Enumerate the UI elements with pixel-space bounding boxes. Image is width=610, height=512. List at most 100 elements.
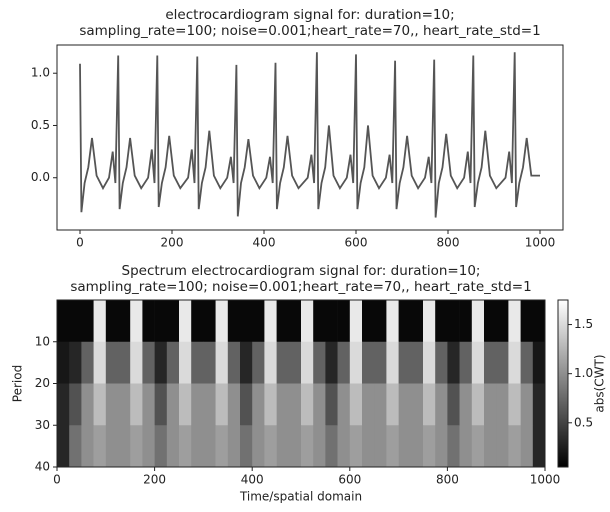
x-tick-label: 0 [76, 236, 84, 250]
x-tick-label: 400 [253, 236, 276, 250]
heat-cell [410, 341, 424, 384]
heat-cell [264, 425, 277, 468]
heat-cell [81, 341, 94, 384]
chart-title: Spectrum electrocardiogram signal for: d… [122, 263, 481, 279]
heat-cell [337, 425, 351, 468]
heat-cell [130, 383, 143, 426]
heat-cell [520, 383, 534, 426]
heat-cell [227, 383, 241, 426]
chart-title: sampling_rate=100; noise=0.001;heart_rat… [70, 279, 531, 295]
heat-cell [179, 383, 192, 426]
heat-cell [423, 425, 436, 468]
heat-cell [496, 341, 509, 384]
heat-cell [203, 341, 216, 384]
heat-cell [166, 383, 180, 426]
heat-cell [118, 383, 131, 426]
heat-cell [496, 383, 509, 426]
heat-cell [349, 425, 363, 468]
heat-cell [252, 341, 265, 384]
heat-cell [179, 300, 192, 343]
heat-cell [386, 383, 399, 426]
heat-cell [105, 300, 119, 343]
x-tick-label: 1000 [530, 473, 561, 487]
colorbar-tick-label: 1.5 [574, 317, 593, 331]
heat-cell [374, 300, 387, 343]
heat-cell [240, 425, 253, 468]
x-tick-label: 600 [345, 236, 368, 250]
heat-cell [130, 341, 143, 384]
heat-cell [142, 383, 155, 426]
heat-cell [252, 425, 265, 468]
heat-cell [57, 425, 70, 468]
y-tick-label: 1.0 [31, 66, 50, 80]
x-tick-label: 400 [241, 473, 264, 487]
y-tick-label: 0.5 [31, 118, 50, 132]
colorbar-tick-label: 0.5 [574, 415, 593, 429]
heat-cell [362, 300, 375, 343]
heat-cell [288, 425, 302, 468]
heat-cell [423, 341, 436, 384]
heat-cell [203, 300, 216, 343]
heat-cell [118, 425, 131, 468]
heat-cell [142, 341, 155, 384]
axes-frame [56, 44, 564, 231]
heat-cell [105, 425, 119, 468]
heat-cell [471, 425, 485, 468]
heat-cell [508, 341, 521, 384]
heat-cell [240, 383, 253, 426]
heat-cell [301, 425, 314, 468]
heat-cell [276, 383, 290, 426]
heat-cell [154, 425, 168, 468]
heat-cell [191, 300, 204, 343]
heat-cell [349, 341, 363, 384]
axes-frame [56, 299, 546, 468]
heat-cell [264, 341, 277, 384]
heat-cell [301, 300, 314, 343]
heat-cell [81, 383, 94, 426]
heat-cell [130, 300, 143, 343]
heat-cell [410, 383, 424, 426]
heat-cell [459, 300, 473, 343]
heat-cell [508, 383, 521, 426]
heat-cell [301, 383, 314, 426]
heat-cell [166, 300, 180, 343]
heat-cell [337, 300, 351, 343]
heat-cell [337, 341, 351, 384]
heat-cell [142, 425, 155, 468]
heat-cell [532, 383, 546, 426]
heat-cell [191, 425, 204, 468]
heat-cell [93, 383, 107, 426]
heat-cell [166, 425, 180, 468]
heat-cell [301, 341, 314, 384]
heat-cell [325, 300, 338, 343]
heat-cell [362, 383, 375, 426]
heat-cell [227, 425, 241, 468]
x-axis-label: Time/spatial domain [239, 490, 362, 504]
heat-cell [386, 341, 399, 384]
heat-cell [93, 341, 107, 384]
heat-cell [471, 300, 485, 343]
heat-cell [374, 383, 387, 426]
heat-cell [215, 425, 229, 468]
heat-cell [435, 300, 448, 343]
x-tick-label: 600 [338, 473, 361, 487]
heat-cell [423, 383, 436, 426]
heat-cell [398, 300, 412, 343]
heat-cell [57, 383, 70, 426]
heat-cell [264, 383, 277, 426]
x-tick-label: 800 [437, 236, 460, 250]
heat-cell [484, 341, 497, 384]
heat-cell [410, 300, 424, 343]
ecg-line [79, 52, 540, 218]
heat-cell [105, 383, 119, 426]
heat-cell [57, 341, 70, 384]
heat-cell [447, 300, 460, 343]
heat-cell [166, 341, 180, 384]
heat-cell [349, 383, 363, 426]
heat-cell [154, 300, 168, 343]
heat-cell [69, 425, 82, 468]
heat-cell [325, 425, 338, 468]
heat-cell [435, 383, 448, 426]
heat-cell [69, 341, 82, 384]
